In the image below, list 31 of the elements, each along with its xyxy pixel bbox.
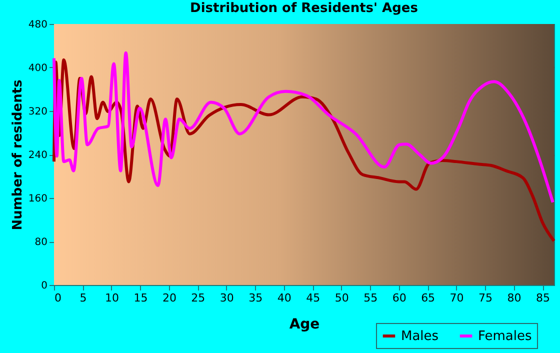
line-series [52,51,554,204]
y-tick-label: 240 [28,150,48,161]
x-tick-label: 30 [220,292,234,304]
x-tick-label: 15 [134,292,148,304]
x-tick-label: 60 [392,292,406,304]
y-tick-label: 320 [28,106,48,118]
y-tick-label: 400 [28,63,48,74]
x-tick-label: 80 [507,292,522,304]
y-tick-label: 480 [28,20,48,30]
x-tick-label: 75 [478,292,493,304]
y-tick-label: 0 [41,280,48,292]
x-tick-label: 85 [536,292,550,304]
x-axis-title: Age [289,316,320,332]
x-tick-label: 65 [421,292,436,304]
x-tick-label: 5 [80,292,87,304]
x-tick-label: 0 [54,292,62,304]
x-tick-label: 25 [191,292,206,304]
x-tick-label: 55 [364,292,378,304]
x-tick-label: 20 [162,292,176,304]
x-tick-label: 50 [334,292,349,304]
x-tick-label: 45 [306,292,320,304]
legend-label: Females [478,329,532,344]
x-tick-label: 40 [277,292,292,304]
x-tick-label: 35 [248,292,263,304]
x-tick-label: 70 [450,292,464,304]
y-axis-title: Number of residents [10,79,26,230]
x-tick-label: 10 [104,292,119,304]
chart-title: Distribution of Residents' Ages [190,1,418,16]
y-tick-label: 80 [34,237,48,248]
legend-label: Males [401,329,439,344]
y-tick-label: 160 [28,194,48,204]
